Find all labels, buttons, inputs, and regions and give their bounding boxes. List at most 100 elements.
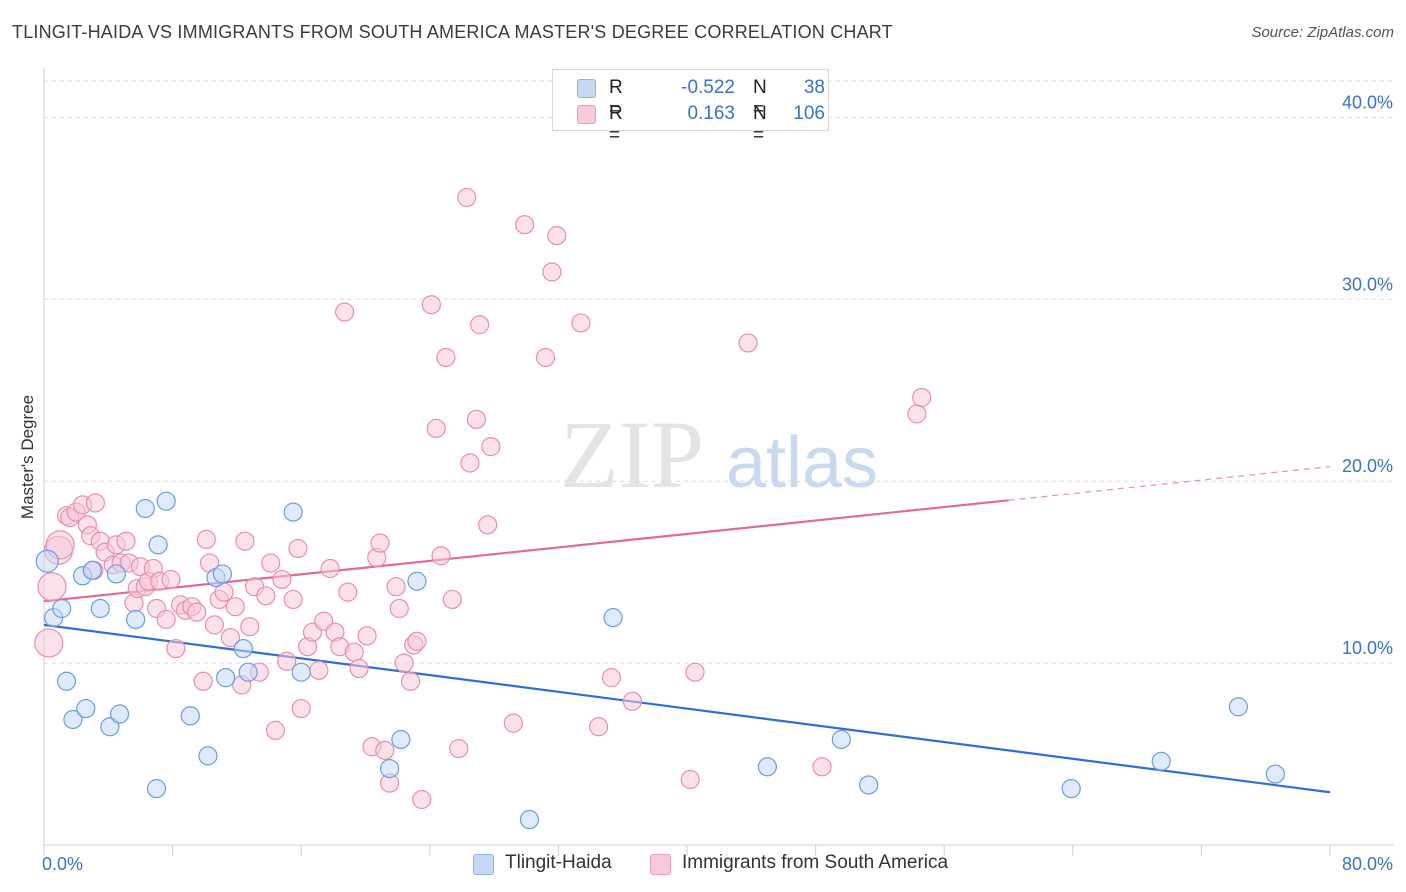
point-immigrants-south-america — [503, 713, 523, 733]
point-immigrants-south-america — [196, 529, 216, 550]
point-immigrants-south-america — [357, 626, 377, 646]
point-immigrants-south-america — [421, 295, 442, 315]
legend-n-value: 38 — [803, 77, 825, 98]
point-tlingit-haida — [1265, 764, 1285, 784]
point-immigrants-south-america — [85, 493, 106, 513]
point-immigrants-south-america — [272, 569, 292, 590]
point-tlingit-haida — [90, 598, 110, 619]
point-immigrants-south-america — [166, 638, 186, 659]
point-immigrants-south-america — [204, 615, 224, 635]
point-immigrants-south-america — [277, 651, 297, 671]
point-tlingit-haida — [126, 609, 146, 630]
point-immigrants-south-america — [309, 660, 329, 680]
point-tlingit-haida — [146, 779, 167, 799]
bottom-legend-swatch-blue — [473, 854, 494, 875]
point-immigrants-south-america — [389, 598, 409, 619]
point-immigrants-south-america — [470, 315, 490, 335]
point-tlingit-haida — [82, 560, 102, 580]
point-immigrants-south-america — [460, 453, 480, 473]
point-tlingit-haida — [216, 668, 236, 688]
trend-line-immigrants — [43, 499, 1009, 603]
chart-title: TLINGIT-HAIDA VS IMMIGRANTS FROM SOUTH A… — [12, 22, 893, 42]
point-immigrants-south-america — [685, 662, 705, 682]
point-immigrants-south-america — [571, 313, 591, 333]
point-immigrants-south-america — [442, 589, 462, 610]
point-immigrants-south-america — [187, 602, 207, 622]
point-tlingit-haida — [407, 571, 427, 591]
point-immigrants-south-america — [116, 531, 136, 551]
point-tlingit-haida — [135, 498, 155, 519]
legend-swatch-pink — [577, 105, 596, 124]
source-credit: Source: ZipAtlas.com — [1251, 24, 1394, 41]
point-tlingit-haida — [233, 638, 253, 659]
point-tlingit-haida — [52, 598, 72, 619]
point-tlingit-haida — [100, 717, 120, 737]
point-immigrants-south-america — [542, 262, 562, 282]
point-tlingit-haida — [291, 662, 311, 682]
point-tlingit-haida — [757, 757, 777, 777]
watermark-atlas: atlas — [726, 423, 878, 503]
point-tlingit-haida — [283, 502, 303, 522]
point-immigrants-south-america — [283, 589, 303, 610]
point-immigrants-south-america — [265, 720, 286, 741]
legend-r-value: 0.163 — [687, 103, 735, 124]
point-immigrants-south-america — [431, 546, 451, 566]
point-immigrants-south-america — [156, 609, 176, 630]
point-tlingit-haida — [56, 671, 77, 691]
point-immigrants-south-america — [37, 572, 67, 602]
point-immigrants-south-america — [412, 789, 432, 810]
point-tlingit-haida — [156, 491, 176, 511]
point-immigrants-south-america — [907, 404, 927, 424]
legend-r-label: R = — [609, 103, 623, 146]
watermark-zip: ZIP — [560, 401, 704, 508]
legend-n-value: 106 — [793, 103, 825, 124]
point-immigrants-south-america — [370, 533, 390, 553]
point-immigrants-south-america — [256, 586, 276, 606]
point-immigrants-south-america — [400, 671, 421, 691]
point-immigrants-south-america — [320, 558, 340, 579]
x-tick-label: 80.0% — [1342, 854, 1393, 874]
point-tlingit-haida — [380, 758, 400, 779]
y-tick-label: 40.0% — [1342, 92, 1393, 112]
y-axis-label: Master's Degree — [18, 395, 37, 519]
y-tick-label: 20.0% — [1342, 456, 1393, 476]
point-immigrants-south-america — [220, 628, 241, 648]
point-immigrants-south-america — [601, 668, 622, 688]
point-tlingit-haida — [603, 608, 623, 628]
bottom-legend-label: Immigrants from South America — [682, 852, 949, 873]
point-immigrants-south-america — [349, 658, 369, 679]
point-immigrants-south-america — [547, 226, 567, 246]
point-immigrants-south-america — [535, 347, 556, 368]
point-immigrants-south-america — [193, 671, 213, 691]
point-tlingit-haida — [35, 549, 59, 573]
point-immigrants-south-america — [426, 418, 446, 439]
point-immigrants-south-america — [515, 215, 535, 235]
point-tlingit-haida — [831, 729, 851, 750]
point-tlingit-haida — [1228, 697, 1248, 717]
x-tick-label: 0.0% — [42, 854, 83, 874]
point-tlingit-haida — [63, 709, 83, 730]
point-tlingit-haida — [198, 746, 218, 766]
point-immigrants-south-america — [481, 437, 501, 457]
point-immigrants-south-america — [436, 347, 456, 368]
point-immigrants-south-america — [812, 757, 832, 777]
trend-line-tlingit-haida — [43, 623, 1331, 794]
trend-line-extension — [1008, 466, 1331, 501]
point-tlingit-haida — [238, 662, 258, 682]
point-immigrants-south-america — [407, 631, 427, 651]
point-immigrants-south-america — [338, 582, 358, 602]
point-tlingit-haida — [109, 704, 130, 724]
point-tlingit-haida — [1061, 779, 1081, 799]
stats-legend: R = -0.522 N = 38 R = 0.163 N = 106 — [552, 69, 829, 146]
point-immigrants-south-america — [261, 553, 281, 573]
bottom-legend-swatch-pink — [650, 854, 671, 875]
legend-n-label: N = — [753, 77, 767, 120]
point-immigrants-south-america — [912, 387, 932, 408]
point-immigrants-south-america — [235, 531, 255, 551]
y-tick-label: 10.0% — [1342, 638, 1393, 658]
point-immigrants-south-america — [738, 333, 758, 353]
point-immigrants-south-america — [466, 409, 487, 429]
point-tlingit-haida — [391, 729, 411, 750]
point-tlingit-haida — [1151, 751, 1171, 771]
